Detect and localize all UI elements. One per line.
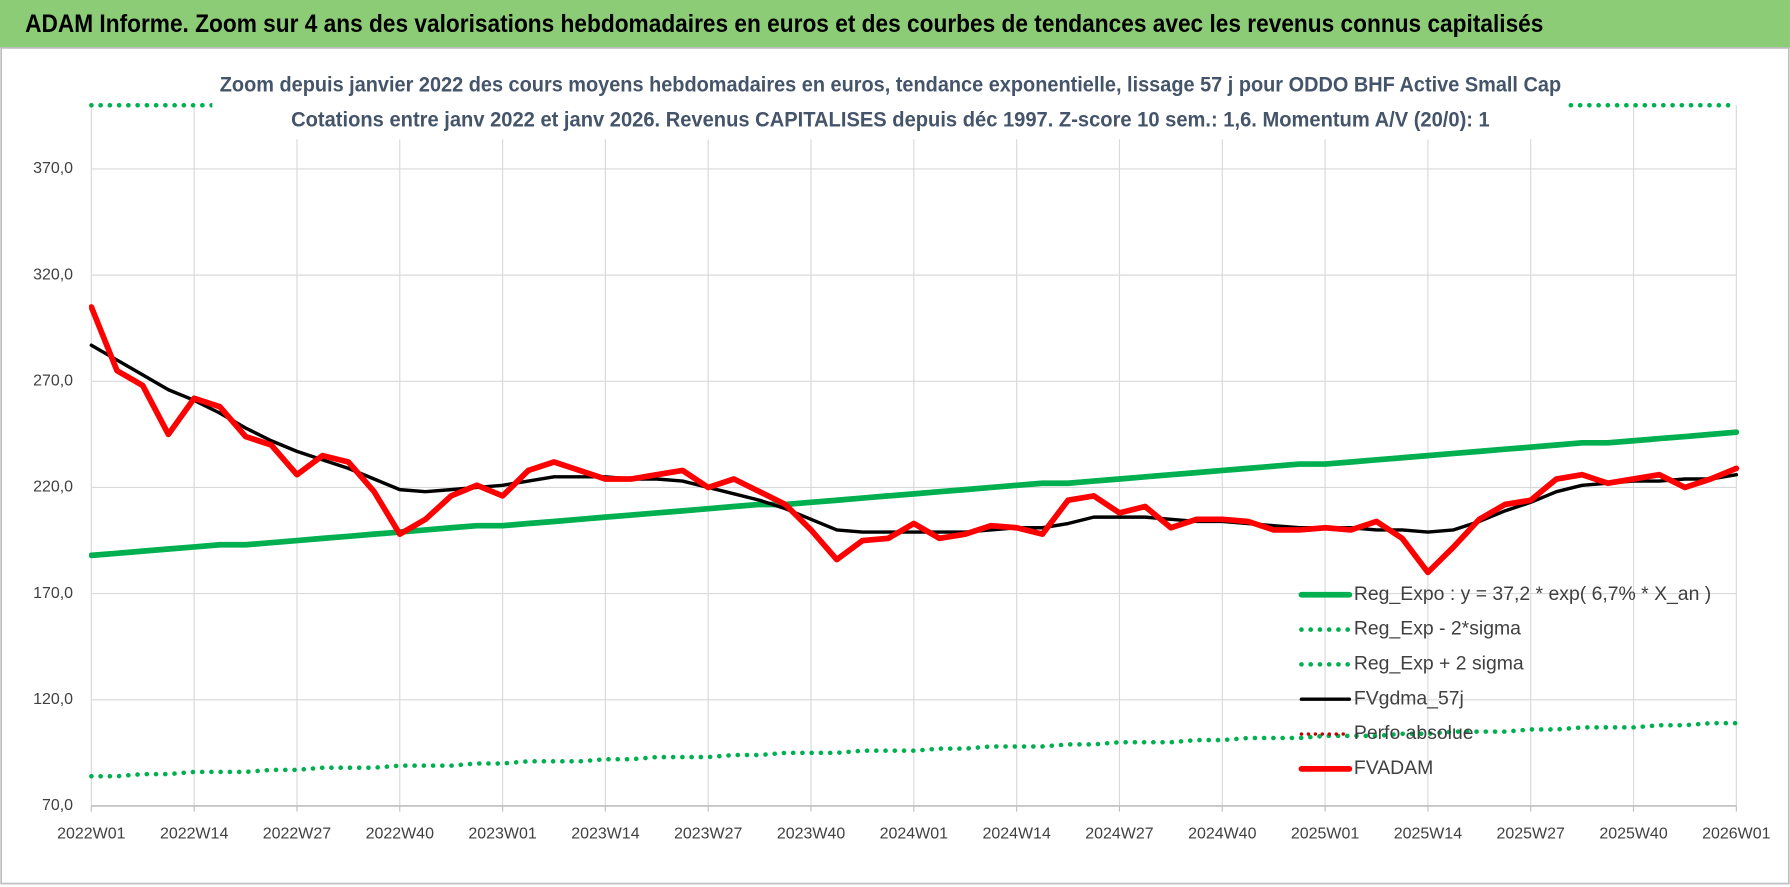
legend-label: Perfo absolue [1354, 722, 1474, 744]
x-tick-label: 2023W01 [468, 826, 536, 843]
x-tick-label: 2023W40 [777, 826, 845, 843]
chart-title: Zoom depuis janvier 2022 des cours moyen… [220, 71, 1561, 96]
x-tick-label: 2025W40 [1599, 826, 1667, 843]
x-tick-label: 2024W14 [982, 826, 1050, 843]
x-tick-label: 2024W27 [1085, 826, 1153, 843]
y-tick-label: 120,0 [33, 691, 73, 708]
legend: Reg_Expo : y = 37,2 * exp( 6,7% * X_an )… [1298, 583, 1711, 779]
x-tick-label: 2022W27 [263, 826, 331, 843]
legend-label: Reg_Exp - 2*sigma [1354, 618, 1521, 640]
series-line [89, 429, 1740, 559]
x-tick-label: 2024W40 [1188, 826, 1256, 843]
x-tick-label: 2022W01 [57, 826, 125, 843]
series-line [89, 304, 1740, 576]
legend-label: FVgdma_57j [1354, 687, 1464, 709]
axis-labels: 70,0 120,0 170,0 220,0 270,0 320,0 370,0 2022W0… [33, 160, 1771, 843]
series-line [89, 343, 1739, 534]
y-tick-label: 220,0 [33, 479, 73, 496]
grid [90, 105, 1737, 812]
chart-border [0, 47, 1790, 885]
y-tick-label: 70,0 [42, 797, 73, 814]
x-tick-label: 2022W40 [366, 826, 434, 843]
x-tick-label: 2022W14 [160, 826, 228, 843]
chart-subtitle: Cotations entre janv 2022 et janv 2026. … [291, 107, 1490, 132]
header-title: ADAM Informe. Zoom sur 4 ans des valoris… [25, 10, 1543, 38]
legend-label: FVADAM [1354, 757, 1433, 779]
x-tick-label: 2026W01 [1702, 826, 1770, 843]
title-background [212, 66, 1569, 140]
y-tick-label: 170,0 [33, 585, 73, 602]
x-tick-label: 2025W01 [1291, 826, 1359, 843]
x-tick-label: 2023W14 [571, 826, 639, 843]
x-tick-label: 2023W27 [674, 826, 742, 843]
x-tick-label: 2025W14 [1394, 826, 1462, 843]
y-tick-label: 270,0 [33, 373, 73, 390]
y-tick-label: 320,0 [33, 266, 73, 283]
legend-label: Reg_Exp + 2 sigma [1354, 653, 1524, 675]
x-tick-label: 2025W27 [1497, 826, 1565, 843]
y-tick-label: 370,0 [33, 160, 73, 177]
header-bar [0, 0, 1790, 48]
legend-label: Reg_Expo : y = 37,2 * exp( 6,7% * X_an ) [1354, 583, 1711, 605]
series-line [89, 720, 1739, 779]
x-tick-label: 2024W01 [880, 826, 948, 843]
